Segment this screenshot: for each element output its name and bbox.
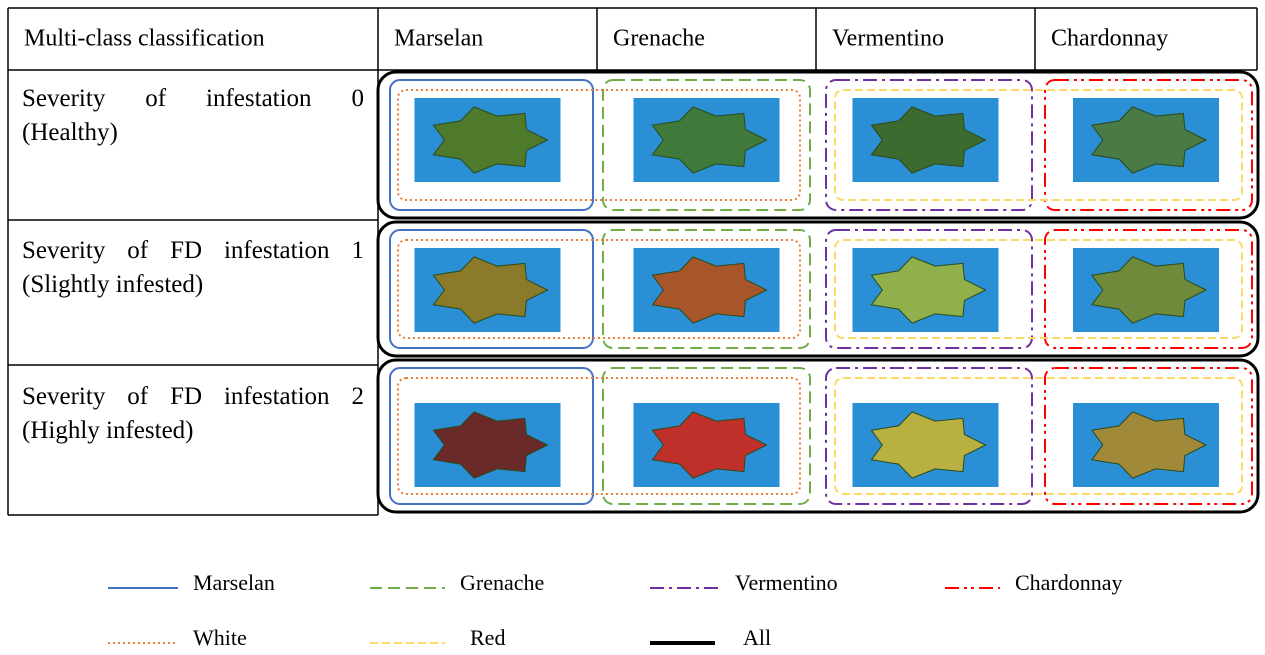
row-label: Severity of FD infestation 1 (Slightly i… <box>22 237 364 298</box>
leaf <box>432 411 549 479</box>
box-marselan <box>389 229 594 349</box>
leaf <box>1091 256 1208 324</box>
box-chardonnay <box>1044 79 1253 211</box>
box-grenache <box>602 367 811 505</box>
leaf <box>651 106 768 174</box>
box-marselan <box>389 367 594 505</box>
leaf <box>870 256 987 324</box>
leaf <box>1091 411 1208 479</box>
row-label: Severity of FD infestation 2 (Highly inf… <box>22 383 364 444</box>
box-all <box>376 358 1260 514</box>
column-header: Grenache <box>613 26 705 52</box>
box-red <box>834 239 1243 339</box>
box-chardonnay <box>1044 229 1253 349</box>
leaf <box>432 256 549 324</box>
column-header: Chardonnay <box>1051 26 1168 52</box>
legend-label: White <box>193 625 247 650</box>
box-grenache <box>602 229 811 349</box>
column-header: Marselan <box>394 26 483 52</box>
column-header: Vermentino <box>832 26 944 52</box>
leaf <box>651 256 768 324</box>
box-marselan <box>389 79 594 211</box>
box-vermentino <box>825 229 1033 349</box>
box-white <box>397 239 801 339</box>
row-label: Severity of infestation 0 (Healthy) <box>22 85 364 146</box>
leaf <box>651 411 768 479</box>
box-red <box>834 377 1243 495</box>
box-all <box>376 70 1260 220</box>
legend-label: Grenache <box>460 570 544 595</box>
legend-label: All <box>743 625 771 650</box>
box-white <box>397 89 801 201</box>
column-header: Multi-class classification <box>24 26 265 52</box>
box-vermentino <box>825 79 1033 211</box>
legend-label: Vermentino <box>735 570 838 595</box>
box-grenache <box>602 79 811 211</box>
box-vermentino <box>825 367 1033 505</box>
box-all <box>376 220 1260 358</box>
legend-label: Marselan <box>193 570 275 595</box>
legend-label: Red <box>470 625 505 650</box>
box-chardonnay <box>1044 367 1253 505</box>
leaf <box>870 411 987 479</box>
leaf <box>1091 106 1208 174</box>
leaf <box>432 106 549 174</box>
leaf <box>870 106 987 174</box>
box-red <box>834 89 1243 201</box>
legend-label: Chardonnay <box>1015 570 1123 595</box>
